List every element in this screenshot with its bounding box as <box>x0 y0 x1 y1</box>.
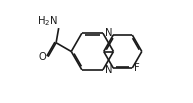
Text: N: N <box>105 65 112 75</box>
Text: F: F <box>134 63 140 73</box>
Text: O: O <box>39 52 47 62</box>
Text: H$_2$N: H$_2$N <box>37 14 58 28</box>
Text: N: N <box>105 28 112 38</box>
